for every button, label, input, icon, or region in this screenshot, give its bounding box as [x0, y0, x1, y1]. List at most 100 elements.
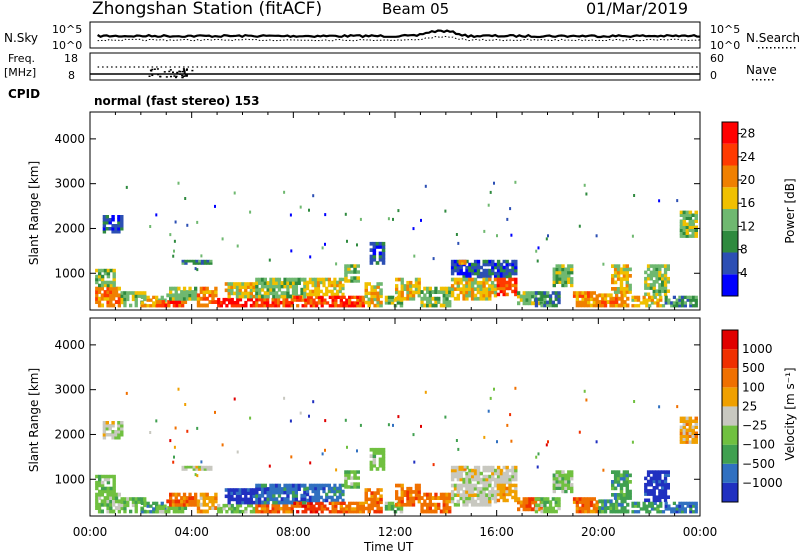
power-cell: [584, 303, 588, 308]
velocity-cell: [319, 483, 323, 488]
velocity-cell: [184, 468, 188, 471]
power-cell: [364, 282, 368, 286]
velocity-cell: [431, 502, 435, 507]
power-cell: [619, 283, 624, 288]
velocity-cell: [670, 510, 674, 514]
velocity-cell: [97, 509, 102, 514]
velocity-cell: [102, 421, 107, 425]
velocity-cell: [658, 405, 661, 409]
power-cell: [493, 284, 498, 288]
power-cell: [479, 287, 483, 291]
power-cell: [336, 283, 340, 288]
velocity-cell: [196, 506, 201, 510]
power-cell: [649, 270, 653, 275]
velocity-cell: [692, 501, 696, 505]
power-cell: [546, 303, 550, 308]
power-cell: [356, 264, 360, 268]
power-cell: [406, 284, 410, 288]
power-cell: [311, 280, 315, 285]
velocity-cell: [228, 503, 232, 508]
power-cell: [473, 259, 478, 264]
velocity-cell: [661, 482, 665, 487]
velocity-cell: [595, 506, 599, 511]
power-cell: [255, 281, 259, 285]
velocity-cell: [488, 502, 492, 507]
velocity-cell: [356, 449, 358, 453]
velocity-cell: [426, 506, 430, 510]
power-cell: [103, 271, 108, 276]
power-cell: [178, 300, 182, 304]
velocity-cell: [587, 509, 591, 514]
velocity-cell: [482, 486, 486, 491]
freq-scatter-point: [185, 69, 188, 71]
power-cell: [296, 295, 300, 299]
power-cell: [432, 257, 435, 261]
velocity-cell: [314, 498, 318, 503]
velocity-cell: [199, 492, 204, 497]
power-cell: [100, 277, 105, 282]
power-cell: [356, 301, 360, 305]
velocity-cell: [496, 468, 501, 473]
power-cell: [465, 296, 469, 301]
velocity-cell: [606, 506, 610, 510]
velocity-cell: [338, 492, 342, 497]
velocity-cell: [100, 489, 105, 494]
power-cell: [543, 294, 547, 298]
velocity-cell: [163, 504, 167, 508]
freq-scatter-point: [151, 68, 154, 71]
power-colorbar-segment: [722, 143, 738, 166]
power-cell: [348, 304, 352, 308]
power-cell: [311, 283, 315, 288]
power-cell: [617, 296, 621, 301]
power-cell: [198, 262, 202, 265]
velocity-cell: [235, 494, 240, 499]
velocity-cell: [448, 499, 452, 504]
velocity-cell: [442, 502, 446, 507]
power-cell: [456, 287, 460, 291]
power-cell: [595, 294, 599, 298]
power-cell: [306, 280, 310, 285]
velocity-cell: [280, 490, 284, 495]
velocity-cell: [328, 510, 332, 514]
velocity-cell: [283, 483, 287, 488]
power-cell: [379, 282, 383, 286]
velocity-cell: [112, 477, 116, 482]
power-cell: [314, 289, 318, 294]
velocity-cell: [312, 504, 316, 508]
power-cell: [303, 284, 307, 289]
power-cell: [634, 304, 638, 308]
velocity-cell: [390, 507, 395, 511]
power-cell: [414, 287, 419, 291]
velocity-cell: [255, 509, 259, 514]
velocity-cell: [387, 507, 392, 511]
velocity-cell: [450, 468, 455, 473]
velocity-cell: [361, 501, 365, 505]
power-cell: [646, 286, 651, 290]
power-cell: [129, 303, 133, 308]
power-cell: [482, 277, 486, 282]
power-cell: [283, 277, 287, 282]
power-cell: [462, 271, 466, 276]
velocity-cell: [312, 510, 316, 514]
velocity-cell: [109, 499, 113, 504]
power-cell: [350, 270, 354, 274]
power-cell: [169, 300, 174, 304]
power-cell: [511, 262, 515, 267]
power-cell: [424, 184, 427, 188]
power-cell: [359, 304, 363, 308]
power-cell: [613, 287, 618, 291]
power-cell: [230, 300, 234, 305]
velocity-cell: [485, 499, 489, 504]
power-cell: [339, 298, 343, 302]
velocity-cell: [623, 506, 627, 510]
velocity-colorbar-segment: [722, 330, 738, 350]
freq-label: Freq.: [8, 52, 36, 65]
power-cell: [589, 297, 594, 302]
power-cell: [244, 300, 248, 305]
power-cell: [606, 300, 610, 304]
power-cell: [290, 297, 294, 302]
power-cell: [353, 279, 357, 283]
velocity-cell: [370, 491, 374, 495]
velocity-cell: [120, 500, 124, 504]
